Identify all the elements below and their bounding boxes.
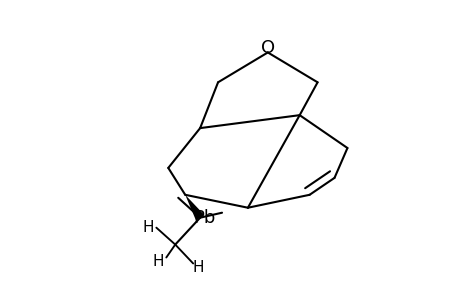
Text: Pb: Pb	[192, 209, 215, 227]
Text: H: H	[192, 260, 203, 275]
Text: H: H	[142, 220, 154, 235]
Text: H: H	[152, 254, 164, 269]
Text: O: O	[260, 40, 274, 58]
Polygon shape	[185, 195, 204, 220]
